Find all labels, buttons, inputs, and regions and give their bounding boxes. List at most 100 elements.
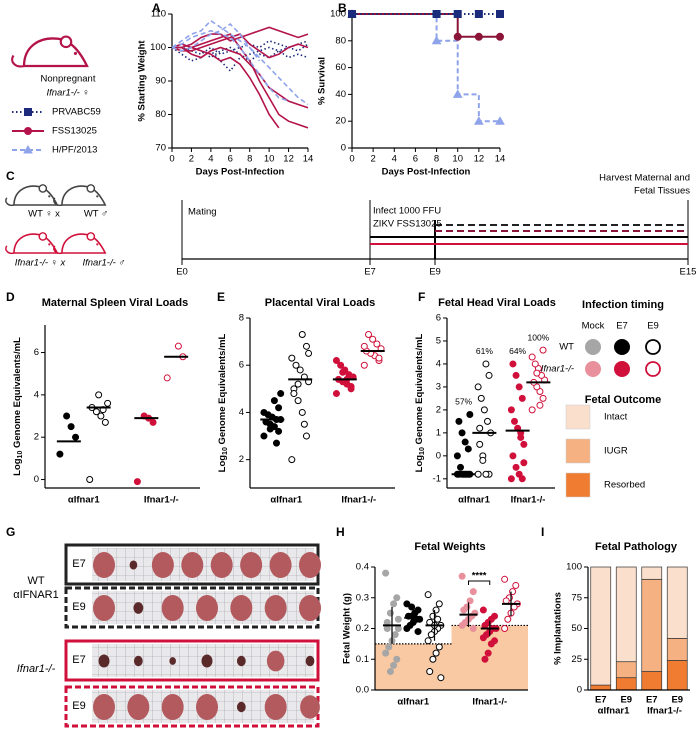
data-point <box>426 668 434 676</box>
cross-label: Ifnar1-/- ♀ x <box>15 258 67 269</box>
fetus <box>196 595 218 621</box>
chart-title: Fetal Pathology <box>595 541 678 553</box>
cross-label: Ifnar1-/- ♂ <box>82 258 125 269</box>
data-point <box>528 406 536 414</box>
data-point <box>512 371 520 379</box>
y-tick-label: 80 <box>155 109 166 120</box>
marker <box>496 32 504 41</box>
sig-bracket <box>468 580 491 585</box>
weight-line <box>171 33 309 129</box>
y-tick-label: 0 <box>341 143 346 154</box>
y-tick-label: 20 <box>335 116 346 127</box>
x-tick-label: E9 <box>671 695 683 706</box>
legend-dot <box>585 339 601 355</box>
y-tick-label: 0 <box>436 450 441 461</box>
legend-column: Mock <box>582 321 605 332</box>
data-point <box>539 394 547 402</box>
data-point <box>414 628 422 636</box>
data-point <box>480 406 488 414</box>
data-point <box>435 643 443 651</box>
legend-dot <box>645 339 661 355</box>
fetus <box>181 552 204 578</box>
y-tick-label: 4 <box>34 389 39 400</box>
data-point <box>86 476 94 484</box>
data-point <box>382 569 390 577</box>
x-tick-label: Ifnar1-/- <box>144 495 179 506</box>
data-point <box>390 600 398 608</box>
marker <box>453 32 462 41</box>
data-point <box>296 366 304 374</box>
x-axis-label: Days Post-Infection <box>196 167 285 178</box>
x-tick-label: 4 <box>208 154 213 165</box>
data-point <box>360 342 368 350</box>
data-point <box>427 631 435 639</box>
data-point <box>460 606 468 614</box>
x-tick-label: 6 <box>228 154 233 165</box>
data-point <box>481 655 489 663</box>
y-axis-label-part: 10 <box>17 451 24 459</box>
marker <box>431 35 442 45</box>
data-point <box>288 354 296 362</box>
mouse-tail <box>11 54 25 68</box>
data-point <box>469 625 477 632</box>
data-point <box>474 383 482 391</box>
x-tick-label: 10 <box>452 154 463 165</box>
fetus <box>240 552 263 578</box>
mouse-ear <box>38 232 48 241</box>
data-point <box>403 600 411 608</box>
data-point <box>408 603 416 611</box>
timeline-event: Mating <box>188 207 217 218</box>
fetus <box>98 654 110 668</box>
data-point <box>432 649 440 657</box>
bar-segment <box>641 671 663 691</box>
legend-swatch <box>565 404 591 430</box>
photo-row-label: E9 <box>72 601 85 613</box>
legend-swatch <box>565 472 591 498</box>
data-point <box>477 394 485 402</box>
data-point <box>393 655 401 663</box>
legend-row: Ifnar1-/- <box>541 364 574 375</box>
legend-swatch <box>565 438 591 464</box>
data-point <box>479 606 487 614</box>
bar-segment <box>641 566 663 580</box>
legend-label: Resorbed <box>604 480 645 491</box>
x-tick-label: E7 <box>646 695 658 706</box>
data-point <box>458 621 466 629</box>
data-point <box>95 391 103 399</box>
y-tick-label: 25 <box>571 654 582 665</box>
data-point <box>63 412 71 420</box>
data-point <box>479 456 487 464</box>
mouse-body <box>13 185 59 206</box>
legend-column: E9 <box>647 321 659 332</box>
group-label: Ifnar1-/- <box>647 706 682 717</box>
y-axis-label-part: Genome Equivalents/mL <box>414 333 425 447</box>
data-point <box>485 371 493 379</box>
mouse-body <box>22 37 89 68</box>
panel-letter: H <box>336 525 345 539</box>
step-line <box>352 13 500 123</box>
y-tick-label: 3 <box>436 381 441 392</box>
x-tick-label: 12 <box>283 154 294 165</box>
x-tick-label: αIfnar1 <box>270 495 302 506</box>
y-tick-label: 75 <box>571 592 582 603</box>
mouse-eye <box>73 51 78 55</box>
fetus <box>305 655 315 667</box>
y-tick-label: 0.4 <box>356 562 369 573</box>
data-point <box>512 581 520 589</box>
y-axis-label-part: Log <box>414 455 425 473</box>
panel-letter: A <box>152 1 161 15</box>
fetus <box>230 595 253 621</box>
legend-dot <box>614 339 630 355</box>
y-axis-label: Log10 Genome Equivalents/mL <box>12 337 25 476</box>
data-point <box>97 412 105 420</box>
data-point <box>300 420 308 428</box>
mouse-ear <box>86 232 96 241</box>
marker <box>432 10 441 18</box>
data-point <box>174 342 182 350</box>
data-point <box>509 360 517 368</box>
data-point <box>260 408 268 416</box>
fetus <box>264 694 287 720</box>
data-point <box>277 390 285 398</box>
y-tick-label: 1 <box>436 427 441 438</box>
